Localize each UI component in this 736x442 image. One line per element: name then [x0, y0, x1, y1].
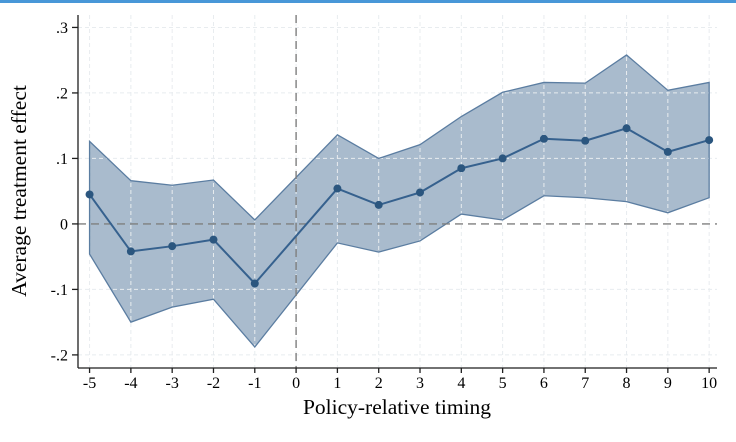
- data-point-marker: [581, 136, 590, 145]
- x-tick-label: 0: [292, 375, 300, 392]
- data-point-marker: [498, 154, 507, 163]
- data-point-marker: [168, 242, 177, 251]
- data-point-marker: [539, 134, 548, 143]
- y-tick-label: -.2: [51, 347, 68, 364]
- x-tick-label: -4: [124, 375, 137, 392]
- x-tick-label: 5: [499, 375, 507, 392]
- window-top-border: [0, 0, 736, 3]
- x-tick-label: 1: [333, 375, 341, 392]
- x-tick-label: 2: [375, 375, 383, 392]
- y-tick-label: 0: [60, 216, 68, 233]
- x-tick-label: 4: [457, 375, 465, 392]
- data-point-marker: [333, 184, 342, 193]
- x-tick-label: 6: [540, 375, 548, 392]
- data-point-marker: [250, 279, 259, 288]
- y-tick-label: .1: [56, 151, 68, 168]
- x-tick-label: 3: [416, 375, 424, 392]
- plot-area: .3 .2 .1 0 -.1 -.2 -5 -4 -3 -2 -1 0 1 2 3 4 5 6 7 8 9 10: [51, 15, 717, 392]
- confidence-band-outline: [88, 54, 710, 349]
- data-point-marker: [85, 190, 94, 199]
- confidence-band: [89, 54, 710, 348]
- x-tick-label: 9: [664, 375, 672, 392]
- data-point-marker: [457, 164, 466, 173]
- x-tick-label: -1: [248, 375, 261, 392]
- x-tick-label: 8: [623, 375, 631, 392]
- data-point-marker: [622, 124, 631, 133]
- x-axis-title: Policy-relative timing: [303, 395, 491, 419]
- y-tick-label: -.1: [51, 282, 68, 299]
- x-tick-label: -3: [166, 375, 179, 392]
- data-point-marker: [416, 188, 425, 197]
- x-tick-label: 10: [701, 375, 717, 392]
- y-tick-label: .3: [56, 20, 68, 37]
- y-tick-label: .2: [56, 85, 68, 102]
- data-point-marker: [705, 136, 714, 145]
- data-point-marker: [663, 147, 672, 156]
- data-point-marker: [209, 235, 218, 244]
- data-point-marker: [374, 200, 383, 209]
- x-tick-label: -2: [207, 375, 220, 392]
- data-point-marker: [126, 247, 135, 256]
- y-axis-title: Average treatment effect: [7, 85, 31, 297]
- x-tick-label: 7: [581, 375, 589, 392]
- x-tick-label: -5: [83, 375, 96, 392]
